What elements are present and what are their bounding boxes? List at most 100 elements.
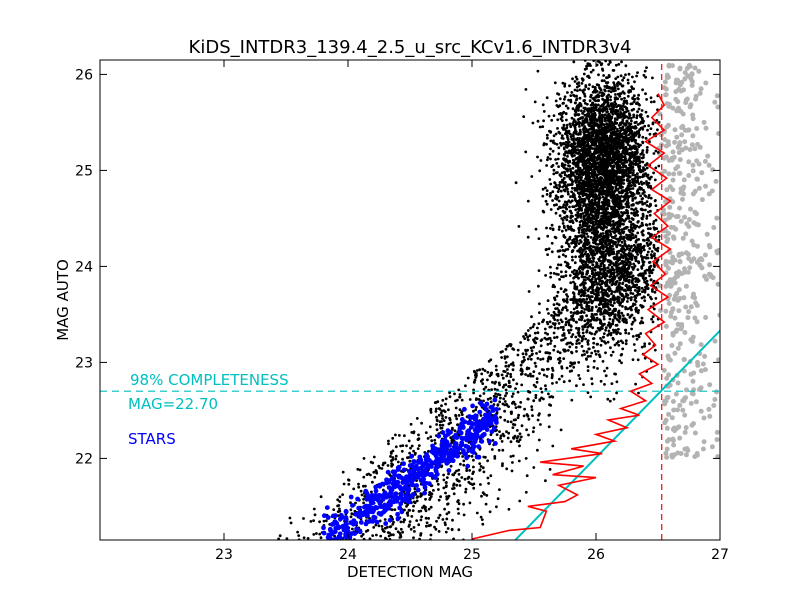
source-point bbox=[607, 160, 610, 163]
rejected-point bbox=[686, 173, 692, 178]
source-point bbox=[577, 231, 581, 234]
rejected-point bbox=[714, 215, 720, 221]
rejected-point bbox=[685, 269, 691, 275]
source-point bbox=[572, 60, 576, 64]
source-point bbox=[606, 199, 610, 203]
source-point bbox=[560, 115, 564, 119]
source-point bbox=[617, 240, 620, 244]
source-point bbox=[607, 105, 611, 108]
rejected-point bbox=[668, 224, 674, 230]
source-point bbox=[578, 96, 582, 100]
rejected-point bbox=[687, 104, 693, 110]
source-point bbox=[584, 281, 587, 285]
source-point bbox=[628, 179, 631, 183]
source-point bbox=[597, 221, 601, 224]
source-point bbox=[545, 189, 549, 193]
rejected-point bbox=[676, 308, 682, 314]
rejected-point bbox=[663, 417, 669, 423]
source-point bbox=[633, 121, 637, 124]
rejected-point bbox=[706, 162, 712, 168]
rejected-point bbox=[698, 408, 704, 414]
source-point bbox=[596, 132, 600, 136]
source-point bbox=[611, 104, 615, 107]
source-point bbox=[574, 75, 578, 79]
rejected-point bbox=[664, 454, 670, 460]
rejected-point bbox=[689, 82, 695, 88]
rejected-point bbox=[714, 437, 720, 443]
source-point bbox=[547, 247, 551, 251]
source-point bbox=[643, 344, 646, 348]
source-point bbox=[614, 372, 617, 376]
source-point bbox=[612, 241, 616, 245]
rejected-point bbox=[688, 304, 694, 310]
rejected-point bbox=[696, 68, 702, 74]
source-point bbox=[584, 130, 588, 134]
source-point bbox=[576, 212, 580, 216]
source-point bbox=[624, 342, 628, 346]
source-point bbox=[603, 369, 606, 373]
source-point bbox=[584, 85, 588, 89]
rejected-point bbox=[697, 90, 703, 96]
source-point bbox=[599, 307, 603, 311]
source-point bbox=[630, 178, 634, 181]
source-point bbox=[604, 81, 608, 85]
rejected-point bbox=[690, 162, 696, 168]
source-point bbox=[546, 342, 550, 346]
source-point bbox=[582, 72, 586, 76]
source-point bbox=[545, 226, 548, 230]
source-point bbox=[624, 305, 627, 309]
source-point bbox=[593, 207, 597, 210]
source-point bbox=[555, 294, 559, 298]
rejected-point bbox=[715, 454, 720, 460]
source-point bbox=[605, 126, 608, 130]
source-point bbox=[646, 115, 650, 118]
source-point bbox=[606, 76, 609, 79]
source-point bbox=[556, 290, 560, 294]
source-point bbox=[626, 109, 630, 113]
source-point bbox=[564, 274, 568, 278]
rejected-point bbox=[670, 437, 676, 443]
rejected-point bbox=[698, 342, 704, 348]
source-point bbox=[602, 179, 606, 183]
source-point bbox=[604, 139, 608, 143]
source-point bbox=[590, 269, 594, 273]
source-point bbox=[612, 130, 616, 133]
source-point bbox=[545, 202, 549, 206]
source-point bbox=[597, 83, 601, 87]
source-point bbox=[641, 214, 645, 217]
source-point bbox=[640, 201, 644, 204]
source-point bbox=[578, 132, 581, 136]
source-point bbox=[635, 306, 638, 310]
source-point bbox=[609, 173, 613, 177]
source-point bbox=[605, 188, 609, 192]
source-point bbox=[620, 133, 623, 136]
source-point bbox=[606, 101, 610, 105]
source-point bbox=[632, 343, 636, 346]
source-point bbox=[615, 122, 618, 125]
source-point bbox=[638, 200, 642, 204]
source-point bbox=[656, 281, 660, 285]
rejected-point bbox=[684, 446, 690, 452]
source-point bbox=[629, 228, 633, 232]
source-point bbox=[565, 146, 569, 149]
source-point bbox=[622, 298, 626, 301]
source-point bbox=[583, 220, 587, 224]
source-point bbox=[538, 125, 542, 129]
source-point bbox=[538, 302, 541, 306]
source-point bbox=[594, 166, 598, 170]
source-point bbox=[546, 158, 549, 162]
source-point bbox=[652, 100, 656, 104]
source-point bbox=[567, 227, 571, 231]
source-point bbox=[607, 74, 611, 77]
source-point bbox=[533, 100, 537, 104]
source-point bbox=[619, 332, 622, 335]
source-point bbox=[602, 217, 606, 220]
chart-title: KiDS_INTDR3_139.4_2.5_u_src_KCv1.6_INTDR… bbox=[189, 37, 632, 58]
source-point bbox=[568, 84, 571, 88]
rejected-point bbox=[670, 234, 676, 240]
rejected-point bbox=[663, 398, 669, 404]
source-point bbox=[577, 276, 580, 280]
source-point bbox=[649, 96, 653, 100]
source-point bbox=[579, 104, 583, 108]
